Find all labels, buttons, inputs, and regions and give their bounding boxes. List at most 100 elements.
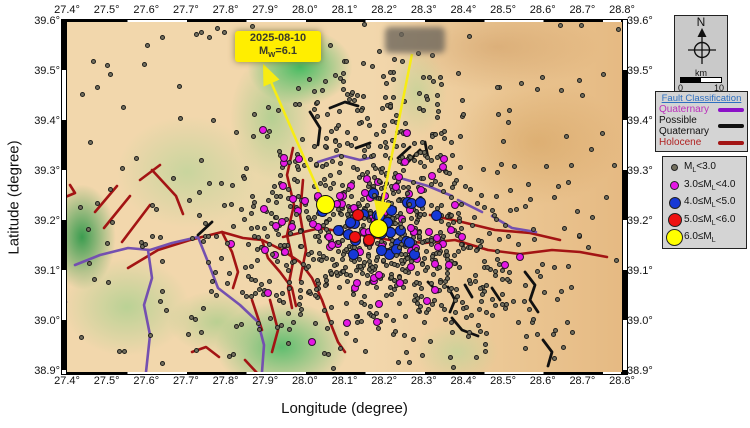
mainshock-annotation: 2025-08-10 Mw=6.1 — [235, 31, 321, 63]
quake-dot-minor — [281, 248, 290, 257]
leader-line-mainshock-1 — [262, 63, 321, 193]
quake-dot-micro — [331, 263, 337, 268]
quake-dot-micro — [320, 87, 325, 93]
quake-dot-micro — [206, 35, 212, 41]
quake-dot-micro — [425, 307, 431, 313]
quake-dot-micro — [416, 90, 422, 96]
magnitude-label-minor: 3.0≤ML<4.0 — [684, 178, 736, 192]
quake-dot-micro — [441, 233, 446, 239]
quake-dot-micro — [340, 71, 346, 77]
quake-dot-micro — [442, 307, 447, 312]
quake-dot-micro — [448, 194, 454, 200]
x-axis-label: Longitude (degree) — [281, 400, 408, 417]
quake-dot-micro — [528, 196, 534, 202]
quake-dot-micro — [379, 166, 385, 172]
quake-dot-micro — [442, 129, 448, 135]
quake-dot-micro — [477, 329, 483, 334]
quake-dot-micro — [411, 179, 417, 185]
quake-dot-micro — [344, 58, 350, 64]
quake-dot-micro — [422, 267, 428, 273]
lat-tick-label-right: 39.4° — [627, 115, 653, 127]
quake-dot-micro — [523, 334, 529, 340]
quake-dot-micro — [418, 303, 424, 309]
quake-dot-micro — [534, 332, 540, 338]
quake-dot-micro — [419, 239, 425, 245]
quake-event-minor — [432, 234, 441, 242]
quake-dot-micro — [445, 276, 450, 281]
quake-dot-micro — [346, 96, 352, 102]
quake-dot-micro — [209, 289, 214, 294]
quake-dot-micro — [224, 280, 230, 286]
quake-dot-micro — [239, 207, 245, 212]
quake-dot-micro — [448, 285, 454, 291]
quake-dot-micro — [438, 74, 444, 80]
quake-dot-micro — [284, 263, 290, 269]
quake-dot-micro — [452, 309, 458, 315]
scale-bar — [680, 77, 722, 83]
quake-dot-micro — [562, 225, 568, 231]
quake-dot-micro — [122, 348, 128, 354]
quake-dot-micro — [206, 181, 212, 187]
quake-dot-micro — [322, 308, 328, 314]
lon-tick-label-top: 28.2° — [371, 4, 398, 16]
quake-dot-micro — [514, 207, 520, 212]
quake-dot-micro — [359, 300, 365, 306]
quake-dot-micro — [446, 170, 452, 176]
quake-dot-micro — [299, 307, 305, 313]
quake-dot-micro — [557, 22, 563, 28]
magnitude-marker-major — [666, 229, 683, 247]
quake-dot-micro — [512, 164, 518, 170]
quake-dot-micro — [316, 238, 322, 244]
quake-dot-micro — [337, 345, 343, 351]
quake-dot-micro — [228, 201, 234, 207]
quake-dot-micro — [214, 292, 220, 298]
quake-dot-micro — [339, 257, 345, 263]
quake-dot-micro — [221, 203, 227, 209]
quake-dot-micro — [239, 321, 245, 327]
quake-dot-micro — [388, 274, 394, 280]
quake-dot-micro — [483, 348, 489, 354]
quake-dot-micro — [389, 118, 395, 124]
quake-event-minor — [438, 163, 447, 171]
quake-dot-micro — [519, 81, 524, 86]
quake-dot-micro — [278, 243, 284, 249]
quake-dot-micro — [335, 206, 341, 212]
quake-dot-minor — [278, 217, 287, 226]
quake-dot-micro — [257, 287, 263, 293]
quake-dot-micro — [255, 247, 261, 252]
quake-dot-micro — [159, 35, 165, 40]
quake-dot-micro — [206, 233, 212, 239]
quake-dot-micro — [273, 293, 279, 299]
quake-dot-micro — [365, 273, 371, 279]
quake-dot-micro — [148, 332, 154, 338]
quake-dot-minor — [433, 243, 442, 252]
quake-dot-micro — [254, 257, 260, 263]
quake-dot-micro — [370, 64, 376, 70]
quake-dot-micro — [158, 299, 164, 305]
quake-dot-micro — [250, 203, 256, 209]
quake-dot-micro — [420, 107, 426, 113]
quake-dot-micro — [431, 78, 437, 84]
lon-tick-label-bottom: 28.7° — [569, 375, 596, 387]
quake-dot-micro — [376, 179, 382, 185]
map-canvas[interactable]: 2025-08-10 Mw=6.1 — [67, 22, 622, 372]
quake-dot-micro — [256, 327, 262, 332]
quake-dot-micro — [600, 72, 606, 77]
quake-dot-micro — [496, 237, 502, 243]
quake-dot-light — [376, 245, 388, 257]
quake-dot-micro — [490, 297, 496, 303]
quake-dot-minor — [264, 288, 273, 297]
quake-dot-micro — [328, 172, 333, 178]
quake-dot-micro — [322, 78, 328, 84]
quake-dot-micro — [576, 232, 582, 238]
quake-dot-micro — [393, 252, 399, 258]
quake-dot-micro — [441, 284, 447, 290]
quake-dot-micro — [410, 337, 416, 343]
lon-tick-label-bottom: 28.2° — [371, 375, 398, 387]
quake-dot-micro — [157, 234, 163, 240]
quake-dot-micro — [475, 322, 481, 328]
quake-dot-micro — [408, 155, 414, 161]
quake-dot-micro — [133, 155, 139, 161]
quake-dot-minor — [445, 261, 454, 270]
quake-dot-micro — [414, 220, 420, 226]
